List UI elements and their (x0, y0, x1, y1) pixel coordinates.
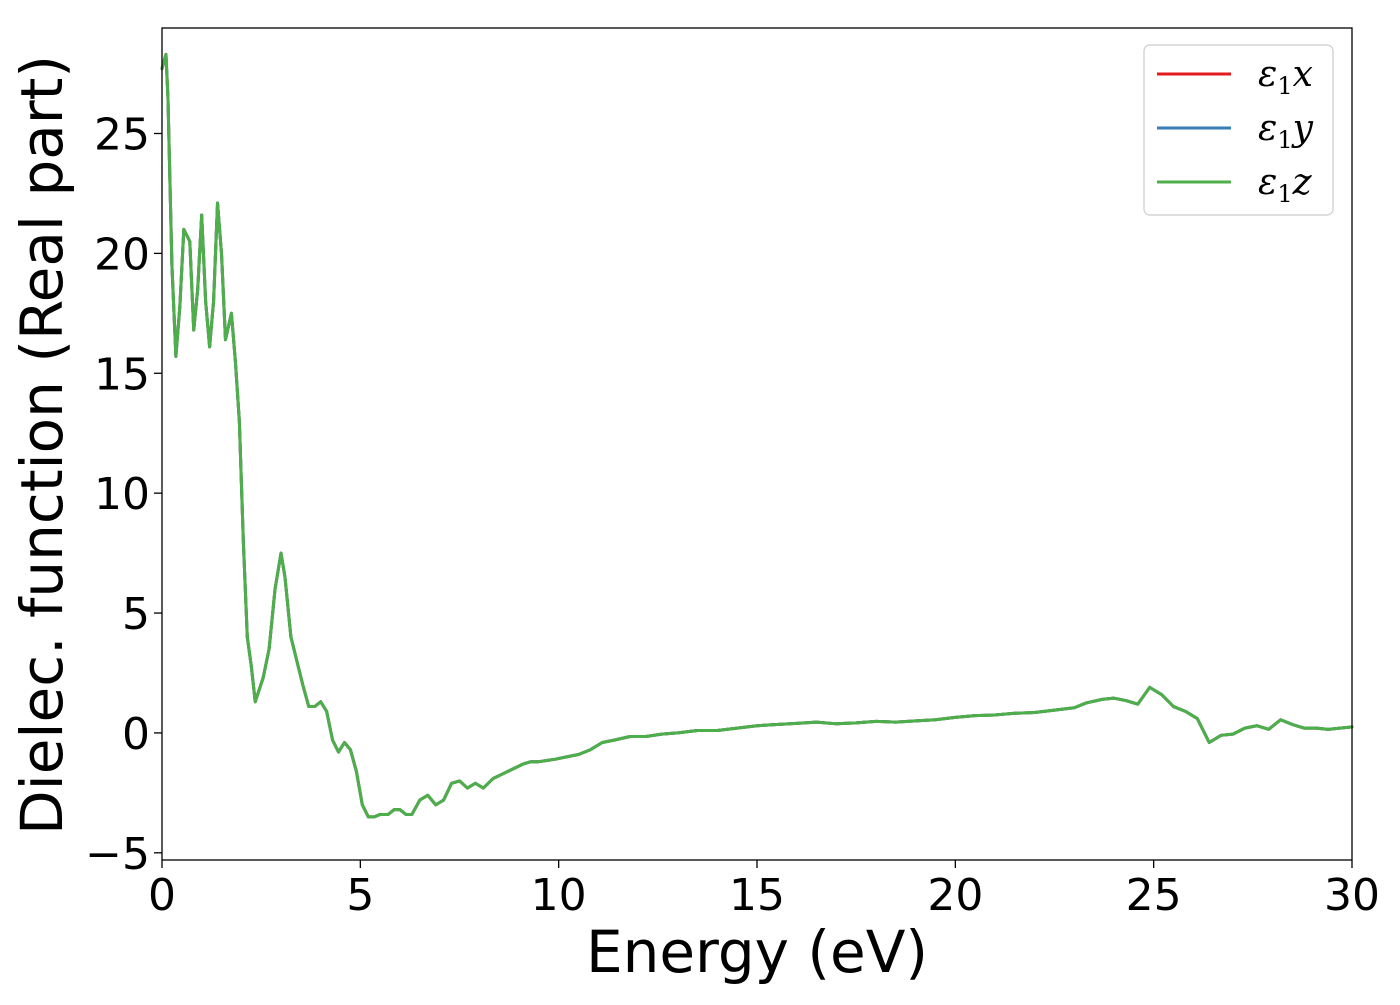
y-tick-label: 0 (122, 709, 150, 760)
x-tick-label: 15 (729, 870, 785, 921)
x-tick-label: 10 (531, 870, 587, 921)
series-line-z (160, 52, 1354, 819)
y-axis-title: Dielec. function (Real part) (8, 55, 76, 835)
y-tick-label: 20 (94, 229, 150, 280)
x-tick-label: 0 (148, 870, 176, 921)
y-tick-label: 25 (94, 109, 150, 160)
x-tick-label: 5 (346, 870, 374, 921)
y-tick-label: 15 (94, 349, 150, 400)
legend-label-y: ε1y (1258, 108, 1314, 154)
x-axis-title: Energy (eV) (586, 918, 928, 986)
legend-entries: ε1x ε1y ε1z (1157, 54, 1314, 208)
y-tick-label: 5 (122, 589, 150, 640)
series-layer (160, 52, 1354, 819)
y-tick-label: −5 (85, 829, 150, 880)
legend-label-z: ε1z (1258, 162, 1313, 208)
legend-label-x: ε1x (1258, 54, 1313, 100)
x-tick-label: 30 (1324, 870, 1380, 921)
x-tick-label: 25 (1126, 870, 1182, 921)
legend-box (1143, 44, 1334, 216)
legend: ε1x ε1y ε1z (1143, 44, 1334, 216)
x-tick-label: 20 (927, 870, 983, 921)
y-tick-label: 10 (94, 469, 150, 520)
